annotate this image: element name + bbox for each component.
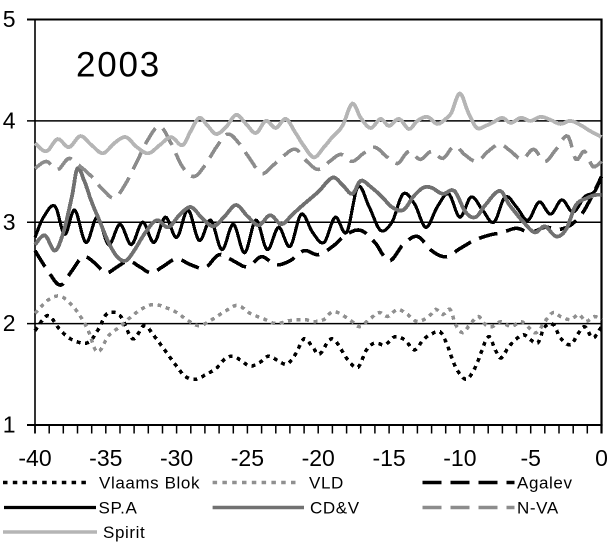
- svg-text:1: 1: [3, 412, 16, 438]
- svg-text:VLD: VLD: [309, 473, 344, 492]
- svg-text:-40: -40: [18, 445, 51, 471]
- svg-text:Spirit: Spirit: [103, 523, 145, 542]
- svg-text:-15: -15: [372, 445, 405, 471]
- svg-text:Vlaams Blok: Vlaams Blok: [99, 473, 200, 492]
- svg-text:N-VA: N-VA: [517, 498, 559, 517]
- svg-text:4: 4: [3, 108, 16, 134]
- svg-text:-25: -25: [231, 445, 264, 471]
- svg-text:5: 5: [3, 6, 16, 32]
- svg-text:0: 0: [595, 445, 608, 471]
- svg-text:-35: -35: [89, 445, 122, 471]
- svg-text:CD&V: CD&V: [310, 498, 360, 517]
- svg-text:-30: -30: [160, 445, 193, 471]
- svg-text:-10: -10: [443, 445, 476, 471]
- svg-text:3: 3: [3, 209, 16, 235]
- svg-text:2: 2: [3, 310, 16, 336]
- svg-text:-5: -5: [520, 445, 540, 471]
- svg-text:-20: -20: [302, 445, 335, 471]
- svg-text:SP.A: SP.A: [99, 498, 138, 517]
- svg-text:Agalev: Agalev: [517, 473, 573, 492]
- svg-text:2003: 2003: [76, 46, 161, 85]
